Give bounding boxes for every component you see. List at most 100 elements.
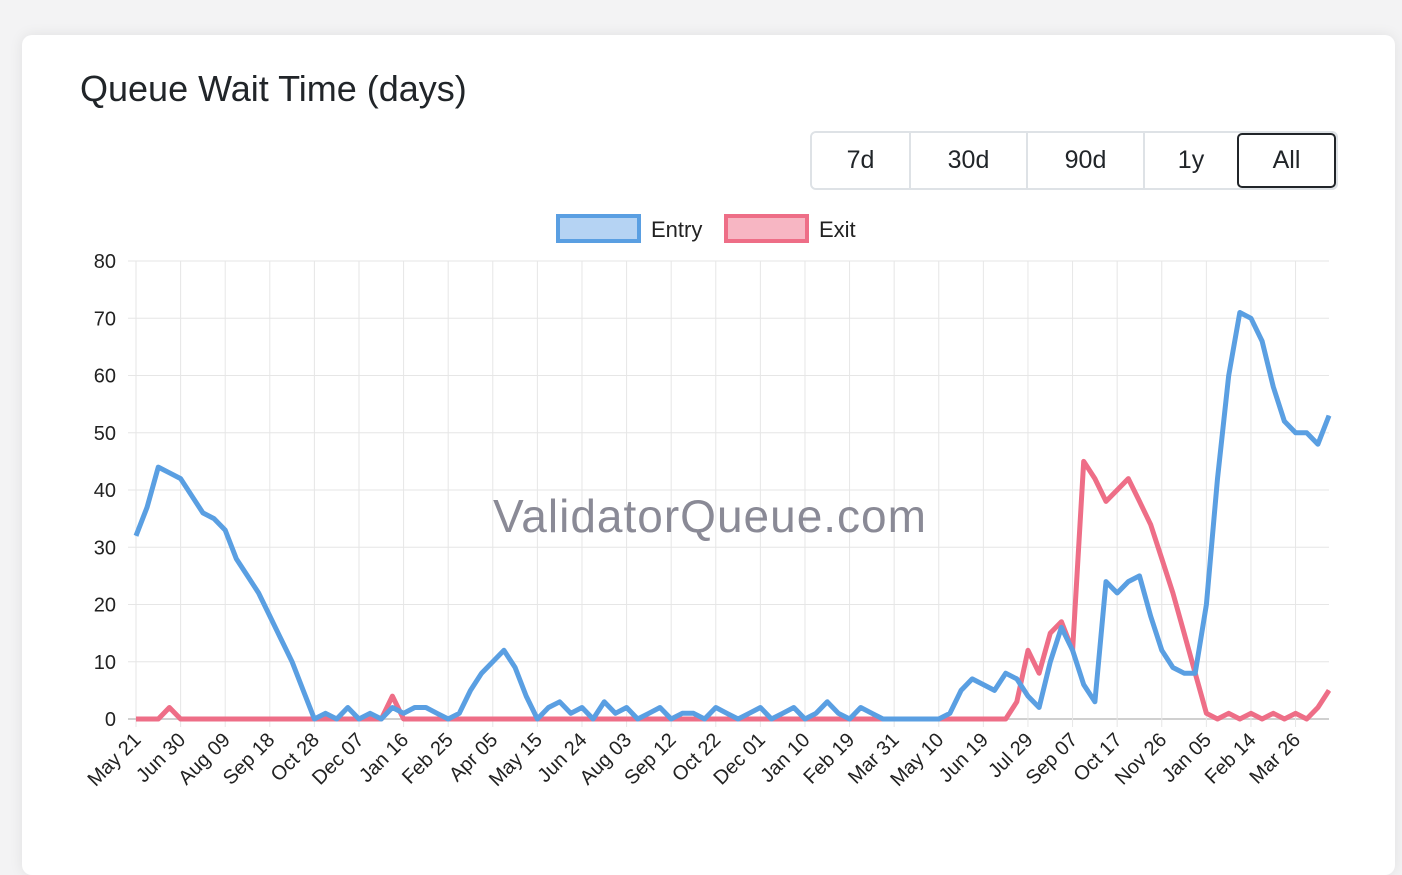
data-point-entry — [1072, 649, 1074, 651]
data-point-entry — [893, 718, 895, 720]
data-point-exit — [369, 718, 371, 720]
data-point-exit — [715, 718, 717, 720]
data-point-exit — [1005, 718, 1007, 720]
data-point-entry — [960, 689, 962, 691]
data-point-exit — [391, 695, 393, 697]
data-point-exit — [525, 718, 527, 720]
data-point-entry — [826, 701, 828, 703]
data-point-exit — [347, 718, 349, 720]
data-point-exit — [280, 718, 282, 720]
data-point-entry — [994, 689, 996, 691]
data-point-entry — [168, 472, 170, 474]
data-point-entry — [737, 718, 739, 720]
data-point-entry — [503, 649, 505, 651]
data-point-exit — [581, 718, 583, 720]
data-point-exit — [269, 718, 271, 720]
data-point-entry — [771, 718, 773, 720]
data-point-exit — [1283, 718, 1285, 720]
data-point-exit — [1138, 500, 1140, 502]
data-point-exit — [559, 718, 561, 720]
x-tick-label: Mar 26 — [1246, 729, 1306, 789]
data-point-exit — [492, 718, 494, 720]
data-point-entry — [1295, 432, 1297, 434]
data-point-exit — [258, 718, 260, 720]
data-point-entry — [1239, 312, 1241, 314]
range-1y-button[interactable]: 1y — [1143, 133, 1237, 188]
data-point-entry — [715, 707, 717, 709]
data-point-entry — [603, 701, 605, 703]
data-point-exit — [1094, 478, 1096, 480]
data-point-exit — [1060, 621, 1062, 623]
data-point-entry — [648, 712, 650, 714]
legend-label-exit[interactable]: Exit — [819, 217, 856, 242]
data-point-exit — [469, 718, 471, 720]
data-point-entry — [782, 712, 784, 714]
data-point-entry — [1150, 615, 1152, 617]
data-point-entry — [369, 712, 371, 714]
series-lines — [133, 310, 1332, 722]
data-point-entry — [425, 707, 427, 709]
range-all-button[interactable]: All — [1237, 133, 1336, 188]
data-point-entry — [235, 558, 237, 560]
grid — [128, 260, 1329, 727]
data-point-entry — [804, 718, 806, 720]
data-point-entry — [1127, 581, 1129, 583]
data-point-exit — [1183, 632, 1185, 634]
data-point-exit — [692, 718, 694, 720]
data-point-entry — [548, 707, 550, 709]
data-point-exit — [1083, 460, 1085, 462]
range-7d-button[interactable]: 7d — [812, 133, 909, 188]
data-point-exit — [458, 718, 460, 720]
data-point-exit — [157, 718, 159, 720]
data-point-entry — [358, 718, 360, 720]
data-point-entry — [291, 661, 293, 663]
data-point-entry — [1049, 661, 1051, 663]
legend: Entry Exit — [556, 214, 856, 243]
data-point-entry — [135, 535, 137, 537]
data-point-entry — [882, 718, 884, 720]
range-30d-button[interactable]: 30d — [909, 133, 1026, 188]
y-tick-label: 80 — [94, 251, 116, 273]
data-point-exit — [826, 718, 828, 720]
data-point-entry — [726, 712, 728, 714]
data-point-exit — [302, 718, 304, 720]
data-point-exit — [1105, 500, 1107, 502]
data-point-entry — [704, 718, 706, 720]
legend-label-entry[interactable]: Entry — [651, 217, 702, 242]
data-point-exit — [960, 718, 962, 720]
data-point-entry — [1272, 386, 1274, 388]
data-point-entry — [871, 712, 873, 714]
y-tick-label: 40 — [94, 480, 116, 502]
data-point-entry — [581, 707, 583, 709]
data-point-exit — [403, 718, 405, 720]
data-point-entry — [915, 718, 917, 720]
data-point-entry — [313, 718, 315, 720]
y-tick-label: 60 — [94, 366, 116, 388]
data-point-entry — [469, 689, 471, 691]
legend-swatch-entry[interactable] — [556, 214, 641, 243]
data-point-exit — [1150, 523, 1152, 525]
legend-swatch-exit[interactable] — [724, 214, 809, 243]
data-point-entry — [258, 592, 260, 594]
data-point-exit — [1261, 718, 1263, 720]
data-point-exit — [1016, 701, 1018, 703]
data-point-entry — [202, 512, 204, 514]
data-point-entry — [1306, 432, 1308, 434]
data-point-entry — [1283, 420, 1285, 422]
data-point-exit — [871, 718, 873, 720]
data-point-entry — [614, 712, 616, 714]
page-title: Queue Wait Time (days) — [80, 68, 467, 109]
data-point-entry — [246, 575, 248, 577]
data-point-entry — [659, 707, 661, 709]
data-point-entry — [793, 707, 795, 709]
data-point-exit — [514, 718, 516, 720]
data-point-exit — [1217, 718, 1219, 720]
data-point-entry — [224, 529, 226, 531]
data-point-entry — [458, 712, 460, 714]
y-tick-label: 70 — [94, 308, 116, 330]
data-point-exit — [235, 718, 237, 720]
range-90d-button[interactable]: 90d — [1026, 133, 1143, 188]
data-point-exit — [1038, 672, 1040, 674]
data-point-entry — [1172, 666, 1174, 668]
